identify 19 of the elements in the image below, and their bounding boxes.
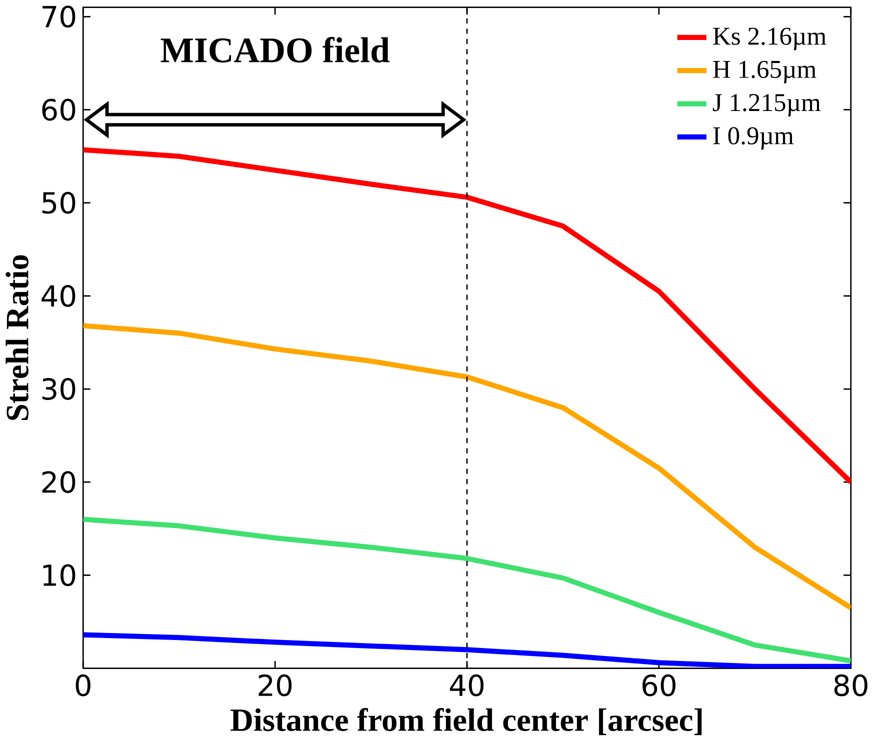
x-axis-title: Distance from field center [arcsec]: [230, 708, 702, 736]
y-tick-label: 50: [42, 192, 76, 214]
legend-label: Ks 2.16µm: [713, 28, 826, 50]
y-axis-title: Strehl Ratio: [6, 255, 28, 420]
y-tick-label: 30: [42, 378, 76, 400]
x-tick-label: 0: [76, 674, 90, 696]
legend-label: I 0.9µm: [713, 127, 794, 150]
y-tick-label: 40: [42, 285, 76, 307]
y-tick-label: 20: [42, 471, 76, 494]
y-tick-label: 70: [42, 6, 76, 28]
x-tick-label: 20: [258, 674, 292, 696]
x-tick-label: 80: [834, 674, 868, 696]
legend-label: H 1.65µm: [713, 60, 816, 84]
y-tick-label: 10: [43, 564, 76, 586]
y-tick-label: 60: [42, 98, 76, 121]
x-tick-label: 40: [450, 674, 484, 696]
legend-label: J 1.215µm: [712, 94, 821, 117]
annotation: MICADO field: [160, 37, 390, 63]
x-tick-label: 60: [642, 674, 676, 696]
